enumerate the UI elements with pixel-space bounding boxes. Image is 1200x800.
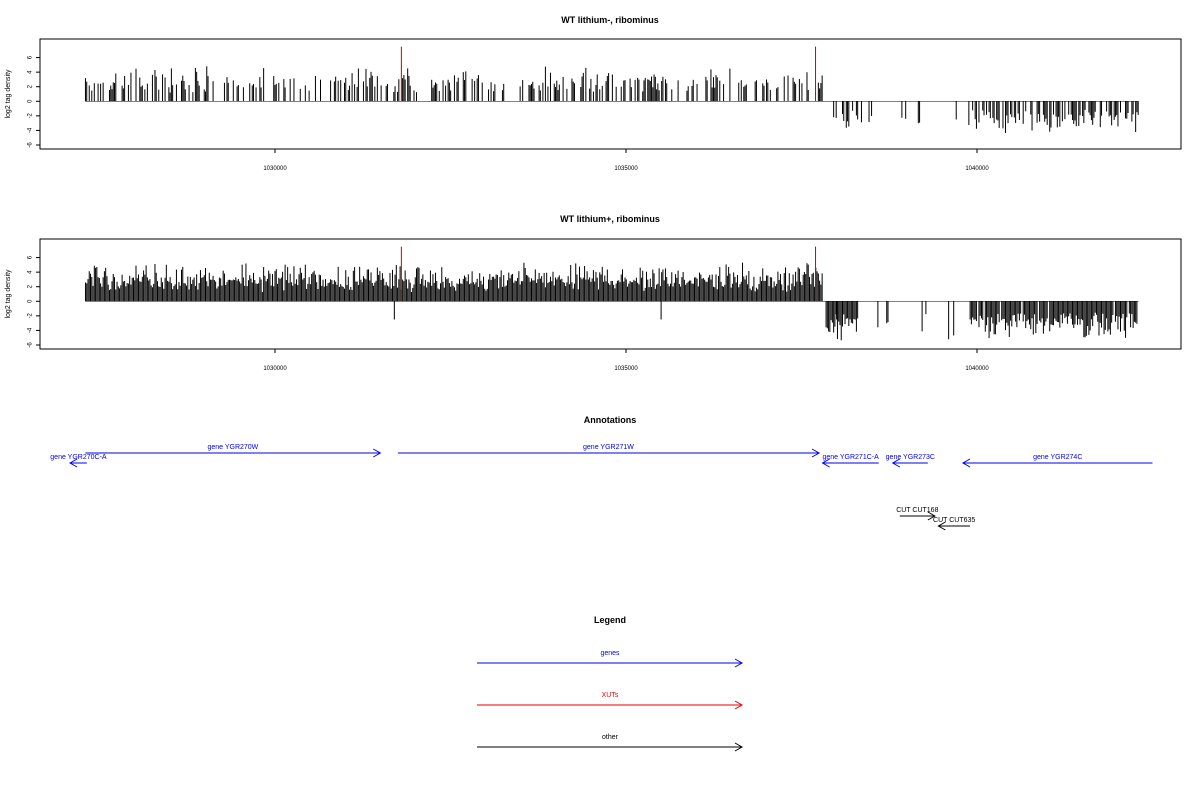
track-title: WT lithium+, ribominus [560, 214, 660, 224]
annotation-features: gene YGR270C-A gene YGR270W gene YGR271W ge… [50, 444, 1153, 531]
feature-label: gene YGR270W [207, 444, 258, 451]
feature-label: gene YGR274C [1033, 454, 1082, 461]
y-tick-label: -6 [28, 342, 34, 348]
legend-arrowhead [734, 742, 744, 752]
plot-frame [39, 238, 1182, 350]
y-axis: -6 -4 -2 0 2 4 6 [28, 55, 41, 148]
x-tick-label: 1040000 [965, 366, 989, 372]
plot-frame [39, 38, 1182, 150]
y-tick-label: 0 [28, 299, 34, 303]
feature-label: CUT CUT168 [896, 507, 938, 514]
y-tick-label: 2 [28, 284, 34, 288]
y-tick-label: 6 [28, 55, 34, 59]
feature-arrowhead [937, 521, 946, 531]
feature-label: gene YGR273C [886, 454, 935, 461]
legend-items: genes XUTs other [477, 650, 744, 752]
x-tick-label: 1040000 [965, 166, 989, 172]
legend-panel: Legend genes XUTs other [477, 615, 744, 752]
y-tick-label: 4 [28, 270, 34, 274]
x-axis: 1030000 1035000 1040000 [263, 149, 989, 172]
feature-arrowhead [811, 448, 821, 458]
feature-arrowhead [69, 458, 78, 468]
feature-arrowhead [961, 458, 971, 468]
feature-arrowhead [891, 458, 901, 468]
legend-title: Legend [594, 615, 626, 625]
y-tick-label: -4 [28, 327, 34, 333]
feature-label: gene YGR271W [583, 444, 634, 451]
y-axis-label: log2 tag density [5, 69, 12, 119]
annotations-title: Annotations [584, 415, 637, 425]
y-axis-label: log2 tag density [5, 269, 12, 319]
y-tick-label: 4 [28, 70, 34, 74]
feature-arrowhead [373, 448, 382, 458]
y-tick-label: -6 [28, 142, 34, 148]
feature-label: gene YGR270C-A [50, 454, 107, 461]
track-title: WT lithium-, ribominus [561, 15, 659, 25]
highlighted-peaks [400, 46, 817, 102]
feature-label: CUT CUT635 [933, 517, 975, 524]
x-tick-label: 1030000 [263, 366, 287, 372]
x-tick-label: 1035000 [614, 166, 638, 172]
highlighted-peaks [400, 246, 817, 302]
x-axis: 1030000 1035000 1040000 [263, 349, 989, 372]
x-tick-label: 1030000 [263, 166, 287, 172]
signal-bars [84, 262, 1139, 341]
y-tick-label: -2 [28, 113, 34, 119]
signal-bars [84, 66, 1139, 134]
legend-arrowhead [734, 700, 744, 710]
track-lithium-minus: WT lithium-, ribominus log2 tag density … [5, 15, 1182, 172]
y-tick-label: -2 [28, 313, 34, 319]
feature-arrowhead [821, 458, 830, 468]
legend-label: genes [600, 650, 620, 657]
legend-arrowhead [734, 658, 744, 668]
feature-label: gene YGR271C-A [822, 454, 879, 461]
track-lithium-plus: WT lithium+, ribominus log2 tag density … [5, 214, 1182, 372]
legend-label: other [602, 734, 619, 741]
y-tick-label: -4 [28, 127, 34, 133]
y-tick-label: 0 [28, 99, 34, 103]
y-tick-label: 6 [28, 255, 34, 259]
feature-arrowhead [927, 511, 936, 521]
legend-label: XUTs [602, 692, 619, 699]
y-tick-label: 2 [28, 84, 34, 88]
y-axis: -6 -4 -2 0 2 4 6 [28, 255, 41, 348]
x-tick-label: 1035000 [614, 366, 638, 372]
